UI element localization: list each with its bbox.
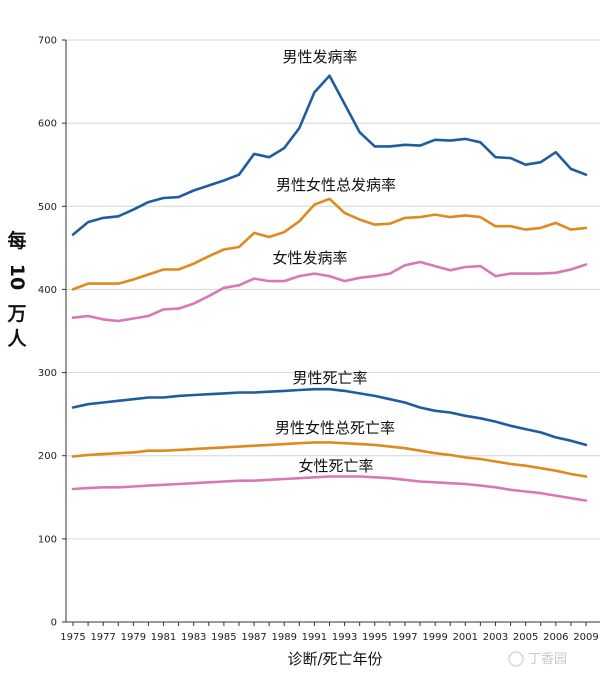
x-tick-label-1987: 1987	[241, 632, 266, 643]
y-axis-title-part-2: 10	[6, 264, 28, 290]
x-tick-label-1983: 1983	[181, 632, 206, 643]
y-tick-label-600: 600	[38, 119, 57, 130]
series-line-1	[71, 74, 588, 236]
x-tick-label-1981: 1981	[151, 632, 176, 643]
series-line-3	[71, 260, 588, 323]
x-tick-label-1995: 1995	[362, 632, 387, 643]
axes	[65, 40, 600, 623]
watermark: 丁香园	[508, 651, 567, 667]
series-line-5	[71, 441, 588, 478]
x-tick-label-1977: 1977	[90, 632, 115, 643]
annotation-total-incidence: 男性女性总发病率	[276, 176, 396, 194]
series-line-2	[71, 197, 588, 291]
series-line-4	[71, 387, 588, 447]
x-tick-label-2005: 2005	[513, 632, 538, 643]
x-tick-label-1985: 1985	[211, 632, 236, 643]
y-tick-label-300: 300	[38, 368, 57, 379]
y-tick-labels: 0 100 200 300 400 500 600 700	[38, 36, 66, 629]
annotation-male-mortality: 男性死亡率	[292, 369, 367, 387]
x-tick-labels: 1975 1977 1979 1981 1983 1985 1987 1989 1991 1993…	[60, 622, 599, 643]
y-axis-title-part-1: 每	[7, 229, 26, 252]
annotation-female-mortality: 女性死亡率	[298, 457, 373, 475]
x-tick-label-2001: 2001	[453, 632, 478, 643]
y-tick-label-0: 0	[51, 618, 57, 629]
y-tick-label-200: 200	[38, 451, 57, 462]
y-axis-title: 每 10 万 人	[6, 229, 28, 350]
y-axis-title-part-3: 万	[6, 303, 26, 325]
gridlines	[66, 39, 600, 540]
x-tick-label-1989: 1989	[272, 632, 297, 643]
y-tick-label-400: 400	[38, 285, 57, 296]
x-tick-label-1999: 1999	[422, 632, 447, 643]
x-tick-label-1991: 1991	[302, 632, 327, 643]
watermark-logo-icon	[508, 651, 524, 667]
series-lines	[71, 74, 588, 502]
annotation-female-incidence: 女性发病率	[272, 249, 347, 267]
annotation-male-incidence: 男性发病率	[282, 48, 357, 66]
x-tick-label-1997: 1997	[392, 632, 417, 643]
x-tick-label-2006: 2006	[543, 632, 568, 643]
y-tick-label-100: 100	[38, 534, 57, 545]
x-tick-label-1993: 1993	[332, 632, 357, 643]
x-axis-title: 诊断/死亡年份	[287, 650, 382, 668]
x-tick-label-2003: 2003	[483, 632, 508, 643]
watermark-text: 丁香园	[528, 652, 567, 667]
series-line-6	[71, 475, 588, 502]
y-tick-label-700: 700	[38, 36, 57, 47]
x-tick-label-1979: 1979	[121, 632, 146, 643]
y-tick-label-500: 500	[38, 202, 57, 213]
x-tick-label-2009: 2009	[573, 632, 598, 643]
y-axis-title-part-4: 人	[7, 328, 27, 350]
annotation-total-mortality: 男性女性总死亡率	[275, 419, 395, 437]
x-tick-label-1975: 1975	[60, 632, 85, 643]
